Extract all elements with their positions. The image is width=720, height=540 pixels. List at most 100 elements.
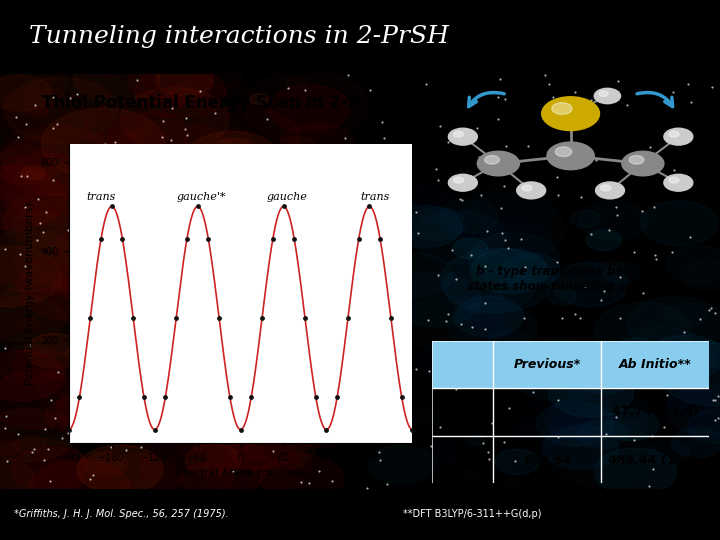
Circle shape <box>454 296 523 337</box>
Circle shape <box>194 144 315 214</box>
Circle shape <box>96 287 146 316</box>
Circle shape <box>0 75 51 111</box>
Circle shape <box>0 425 19 441</box>
Circle shape <box>143 370 208 407</box>
Point <box>127 314 139 322</box>
Circle shape <box>14 436 46 454</box>
Circle shape <box>0 350 65 401</box>
Circle shape <box>24 334 85 368</box>
Circle shape <box>555 147 572 157</box>
Circle shape <box>140 428 269 502</box>
Text: Thiol Potential Energy Scan in 2-PrSH: Thiol Potential Energy Scan in 2-PrSH <box>42 93 394 112</box>
Circle shape <box>30 460 130 517</box>
Circle shape <box>192 386 287 440</box>
Circle shape <box>248 269 352 328</box>
Circle shape <box>594 89 621 104</box>
X-axis label: Dihedral Angle (degross): Dihedral Angle (degross) <box>171 468 310 478</box>
Point <box>331 393 343 401</box>
Circle shape <box>441 248 553 313</box>
Circle shape <box>17 251 141 322</box>
Point <box>396 393 408 401</box>
Circle shape <box>168 360 234 398</box>
Circle shape <box>171 78 226 110</box>
Circle shape <box>3 193 98 248</box>
Circle shape <box>143 373 223 419</box>
Circle shape <box>454 177 464 183</box>
Circle shape <box>12 348 69 381</box>
Point <box>73 393 85 401</box>
Circle shape <box>158 281 275 348</box>
Circle shape <box>54 255 140 305</box>
Circle shape <box>280 196 325 222</box>
Circle shape <box>0 152 24 167</box>
Circle shape <box>541 97 600 131</box>
Point <box>289 235 300 244</box>
Circle shape <box>0 231 81 292</box>
Circle shape <box>664 174 693 191</box>
Circle shape <box>96 321 163 360</box>
Circle shape <box>185 106 300 172</box>
Circle shape <box>100 189 190 241</box>
Point <box>407 425 418 434</box>
Circle shape <box>648 335 720 380</box>
Circle shape <box>171 164 265 218</box>
Circle shape <box>0 458 34 496</box>
Circle shape <box>547 289 576 305</box>
Text: gauche'*: gauche'* <box>176 192 226 202</box>
Circle shape <box>469 232 559 285</box>
Circle shape <box>189 397 315 469</box>
Circle shape <box>171 347 190 358</box>
Circle shape <box>611 327 711 384</box>
Circle shape <box>216 129 250 148</box>
Circle shape <box>209 192 277 231</box>
Circle shape <box>171 183 266 237</box>
Circle shape <box>413 211 506 264</box>
Circle shape <box>56 389 127 429</box>
Text: b - type transitions between
states show tunneling splitting: b - type transitions between states show… <box>467 265 674 293</box>
Circle shape <box>0 87 93 153</box>
Text: V: V <box>454 399 465 413</box>
Point <box>246 393 257 401</box>
Circle shape <box>238 465 267 482</box>
FancyBboxPatch shape <box>432 341 709 388</box>
Circle shape <box>167 326 225 359</box>
Circle shape <box>186 444 241 476</box>
Circle shape <box>124 329 223 386</box>
Point <box>181 235 193 244</box>
Circle shape <box>471 249 548 293</box>
Point <box>267 235 279 244</box>
Circle shape <box>604 409 659 441</box>
Circle shape <box>517 182 546 199</box>
Circle shape <box>269 85 351 132</box>
Circle shape <box>600 185 611 191</box>
Y-axis label: Potential Energy (wavenumbers): Potential Energy (wavenumbers) <box>25 202 35 385</box>
Circle shape <box>0 211 84 284</box>
Text: -: - <box>544 406 549 419</box>
Circle shape <box>672 428 720 457</box>
Circle shape <box>98 369 153 400</box>
Circle shape <box>495 449 539 475</box>
Circle shape <box>0 137 71 178</box>
Point <box>278 202 289 211</box>
Circle shape <box>449 174 477 191</box>
Circle shape <box>112 418 165 448</box>
Circle shape <box>118 387 213 442</box>
Circle shape <box>50 284 76 299</box>
Circle shape <box>297 220 320 233</box>
Circle shape <box>368 445 435 484</box>
Circle shape <box>453 238 487 259</box>
Circle shape <box>570 210 600 227</box>
Circle shape <box>0 153 106 215</box>
Circle shape <box>60 207 89 224</box>
Circle shape <box>1 168 100 225</box>
Circle shape <box>137 296 163 312</box>
Circle shape <box>254 465 269 475</box>
Circle shape <box>0 125 117 196</box>
Circle shape <box>14 239 86 281</box>
Circle shape <box>680 340 720 368</box>
Circle shape <box>444 261 534 314</box>
Circle shape <box>29 457 128 515</box>
Circle shape <box>65 348 87 361</box>
Text: Previous*: Previous* <box>513 357 580 370</box>
Circle shape <box>0 438 87 495</box>
